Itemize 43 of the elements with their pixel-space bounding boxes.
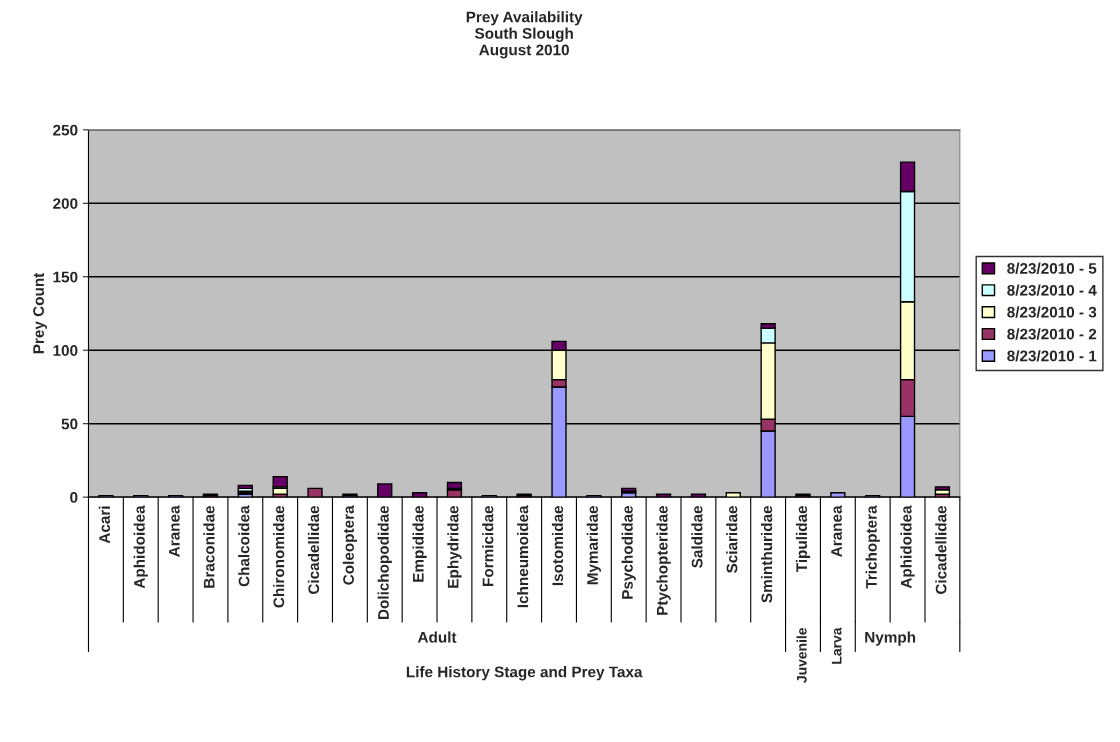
x-tick-label: Sciaridae [726,505,738,573]
y-tick-label: 100 [53,345,78,356]
x-tick-label: Psychodidae [621,505,636,599]
text: Larva [831,627,842,664]
x-tick-label: Dolichopodidae [377,505,392,620]
x-tick-label: Aranea [169,505,180,557]
x-tick-label: Tipulidae [795,505,811,573]
x-tick-label: Ichneumoidea [517,505,529,608]
x-tick-label: Cicadellidae [307,505,320,594]
y-tick-label: 0 [70,492,78,503]
legend-label: 8/23/2010 - 4 [1007,284,1097,296]
x-tick-label: Sminthuridae [761,505,773,603]
x-tick-label: Chironomidae [273,505,285,608]
text: Nymph [865,631,916,646]
legend-label: 8/23/2010 - 1 [1007,350,1097,362]
x-tick-label: Aphidoidea [900,505,915,589]
x-tick-label: Ptychopteridae [656,505,671,615]
y-tick-label: 250 [53,124,78,136]
y-tick-label: 200 [53,198,78,209]
y-tick-label: 50 [61,418,78,430]
legend-label: 8/23/2010 - 2 [1007,328,1097,340]
text: Adult [417,631,457,643]
y-axis-title: Prey Count [33,272,48,354]
x-tick-label: Aphidoidea [133,505,148,589]
x-tick-label: Acari [98,506,111,544]
x-axis-title: Life History Stage and Prey Taxa [406,666,643,681]
text: Juvenile [796,628,807,683]
x-tick-label: Ephydridae [447,505,462,588]
x-tick-label: Mymaridae [586,505,601,585]
x-tick-label: Trichoptera [865,505,880,589]
x-tick-label: Empididae [412,505,427,582]
y-tick-label: 150 [53,271,78,283]
x-tick-label: Chalcoidea [238,505,250,587]
legend-label: 8/23/2010 - 3 [1007,306,1097,318]
legend-label: 8/23/2010 - 5 [1007,262,1097,274]
x-tick-label: Cicadellidae [935,505,947,594]
x-tick-label: Braconidae [203,505,215,588]
x-tick-label: Aranea [831,505,842,557]
x-tick-label: Isotomidae [551,505,564,586]
x-tick-label: Formicidae [482,505,494,586]
x-tick-label: Saldidae [691,505,703,568]
chart-title: Prey Availability South Slough August 2010 [466,11,583,59]
x-tick-label: Coleoptera [342,505,358,585]
